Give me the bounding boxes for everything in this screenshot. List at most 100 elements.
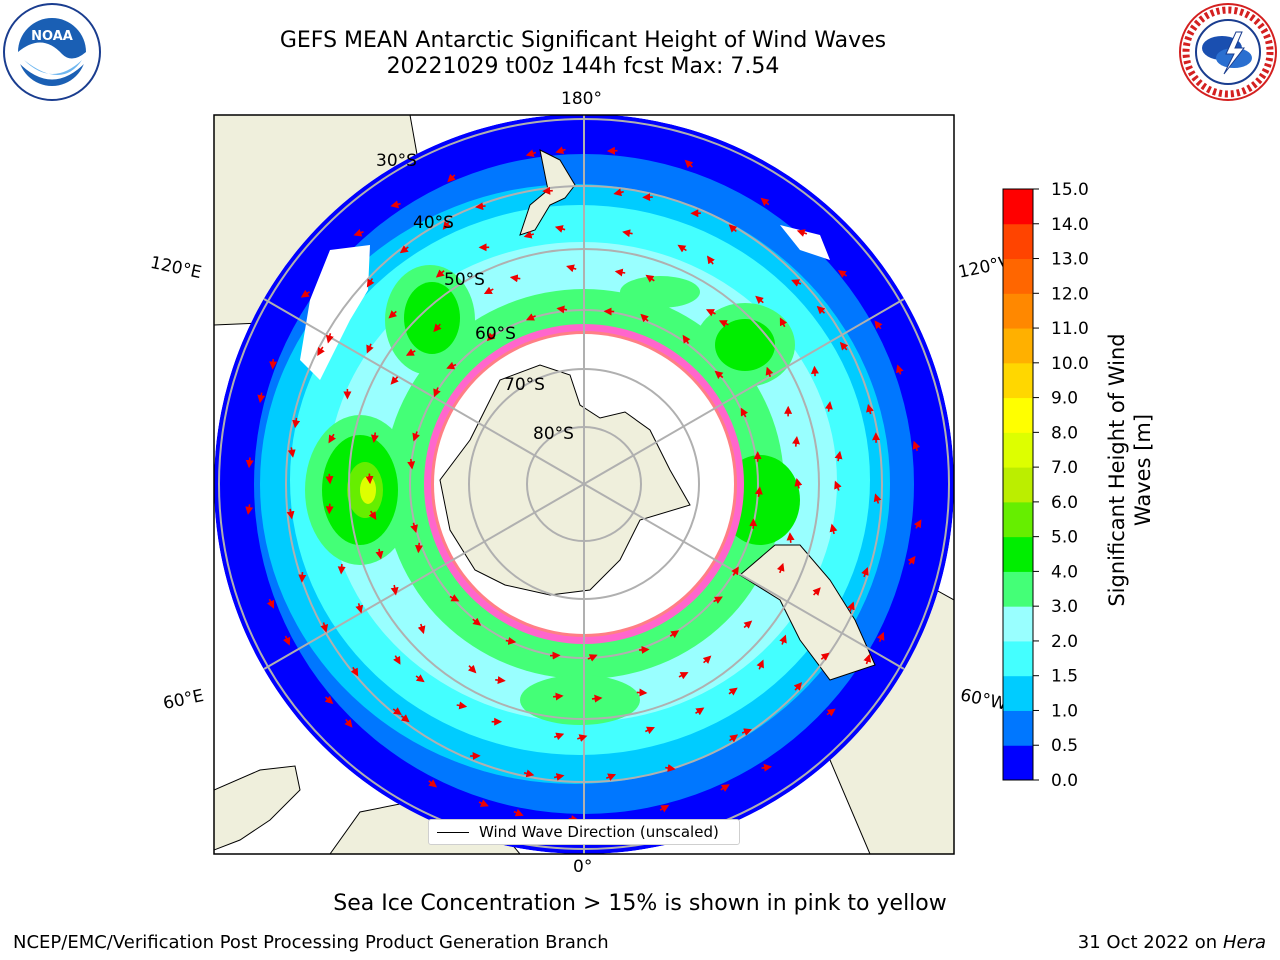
wave-direction-arrow	[328, 433, 336, 444]
wave-direction-arrow	[713, 596, 723, 604]
wave-direction-arrow	[793, 682, 803, 691]
wave-direction-arrow	[874, 320, 883, 330]
wave-direction-arrow	[779, 634, 787, 645]
wave-direction-arrow	[556, 305, 568, 314]
wave-direction-arrow	[344, 718, 353, 728]
noaa-logo: NOAA	[3, 3, 101, 101]
lon-label-0: 0°	[573, 857, 593, 877]
wave-direction-arrow	[505, 637, 517, 645]
wave-direction-arrow	[266, 598, 275, 609]
wave-direction-arrow	[350, 666, 359, 677]
wave-direction-arrow	[791, 279, 802, 287]
wave-direction-arrow	[407, 458, 416, 470]
wave-direction-arrow	[729, 734, 739, 743]
wave-direction-arrow	[442, 221, 451, 230]
wave-direction-arrow	[678, 672, 689, 680]
wave-direction-arrow	[415, 674, 425, 683]
wave-direction-arrow	[366, 278, 375, 288]
wave-direction-arrow	[812, 587, 821, 596]
wave-direction-arrow	[257, 392, 266, 404]
wave-direction-arrow	[286, 508, 295, 520]
lat-label-40s: 40°S	[413, 213, 454, 233]
wave-direction-arrow	[794, 478, 803, 489]
map-legend: Wind Wave Direction (unscaled)	[428, 819, 740, 845]
wave-direction-arrow	[428, 779, 438, 788]
wave-direction-arrow	[446, 361, 457, 370]
wave-direction-arrow	[366, 343, 374, 354]
wave-direction-arrow	[555, 146, 566, 155]
wave-direction-arrow	[282, 635, 291, 646]
footer-date: 31 Oct 2022 on Hera	[1078, 932, 1266, 953]
wave-direction-arrow	[525, 149, 537, 158]
wave-direction-arrow	[863, 653, 872, 665]
legend-line-sample	[437, 832, 469, 833]
antarctica-landmass	[439, 364, 691, 596]
wave-direction-arrow	[669, 630, 680, 639]
national-weather-service-logo	[1179, 3, 1277, 101]
wave-direction-arrow	[390, 200, 401, 209]
wave-direction-arrow	[826, 708, 836, 717]
wave-direction-arrow	[325, 503, 334, 515]
wave-direction-arrow	[861, 567, 869, 578]
wave-direction-arrow	[353, 228, 364, 237]
wave-direction-arrow	[245, 457, 254, 469]
wave-direction-arrow	[754, 486, 763, 498]
lat-label-30s: 30°S	[376, 151, 417, 171]
chart-title: GEFS MEAN Antarctic Significant Height o…	[279, 28, 887, 53]
wave-direction-arrow	[435, 269, 445, 278]
wave-direction-arrow	[433, 323, 442, 333]
wave-direction-arrow	[337, 563, 346, 575]
wave-direction-arrow	[765, 366, 774, 377]
wave-direction-arrow	[907, 555, 916, 565]
wave-direction-arrow	[324, 695, 334, 705]
wave-direction-arrow	[410, 522, 418, 534]
wave-direction-arrow	[433, 387, 441, 398]
wave-direction-arrow	[613, 188, 624, 197]
colorbar-label: Significant Height of Wind Waves [m]	[1105, 333, 1155, 607]
wave-direction-arrow	[392, 707, 402, 716]
wave-direction-arrow	[587, 654, 598, 662]
map-border	[213, 114, 955, 855]
wave-direction-arrow	[605, 773, 617, 781]
wave-direction-arrow	[714, 370, 724, 379]
wave-direction-arrow	[388, 310, 398, 319]
wave-direction-arrow	[912, 440, 921, 452]
wave-direction-arrow	[695, 707, 705, 716]
wave-direction-arrow	[523, 230, 535, 239]
wave-direction-arrow	[566, 264, 577, 273]
lon-label-180: 180°	[561, 89, 602, 109]
wave-direction-arrow	[792, 436, 800, 447]
wave-direction-arrow	[393, 655, 401, 665]
wave-direction-arrow	[810, 365, 819, 377]
wave-direction-arrow	[665, 764, 676, 772]
wave-direction-arrow	[638, 645, 650, 654]
wave-direction-arrow	[824, 401, 833, 412]
wave-direction-arrow	[796, 229, 808, 237]
wave-direction-arrow	[478, 799, 489, 807]
lat-label-60s: 60°S	[475, 324, 516, 344]
wave-direction-arrow	[495, 676, 506, 685]
wave-direction-arrow	[779, 317, 788, 328]
wave-direction-arrow	[292, 417, 301, 429]
wave-direction-arrow	[913, 519, 922, 529]
wave-direction-arrow	[866, 403, 874, 415]
wave-direction-arrow	[873, 493, 882, 504]
wave-direction-arrow	[483, 286, 494, 295]
wave-direction-arrow	[449, 594, 460, 602]
wave-direction-arrow	[829, 523, 838, 535]
wind-wave-direction-arrows	[245, 146, 922, 824]
wave-direction-arrow	[553, 692, 564, 701]
wave-direction-arrow	[718, 320, 729, 328]
wave-direction-arrow	[876, 631, 885, 643]
wave-direction-arrow	[839, 341, 849, 351]
wave-direction-arrow	[553, 773, 565, 781]
wave-direction-arrow	[720, 784, 730, 792]
wave-direction-arrow	[741, 728, 752, 736]
wave-direction-arrow	[317, 346, 325, 356]
wave-direction-arrow	[475, 202, 486, 211]
wave-direction-arrow	[731, 566, 739, 576]
wave-direction-arrow	[706, 255, 715, 265]
wave-direction-arrow	[412, 431, 420, 442]
wave-direction-arrow	[591, 694, 603, 703]
